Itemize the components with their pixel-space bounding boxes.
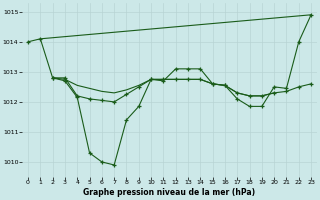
X-axis label: Graphe pression niveau de la mer (hPa): Graphe pression niveau de la mer (hPa) [84,188,256,197]
